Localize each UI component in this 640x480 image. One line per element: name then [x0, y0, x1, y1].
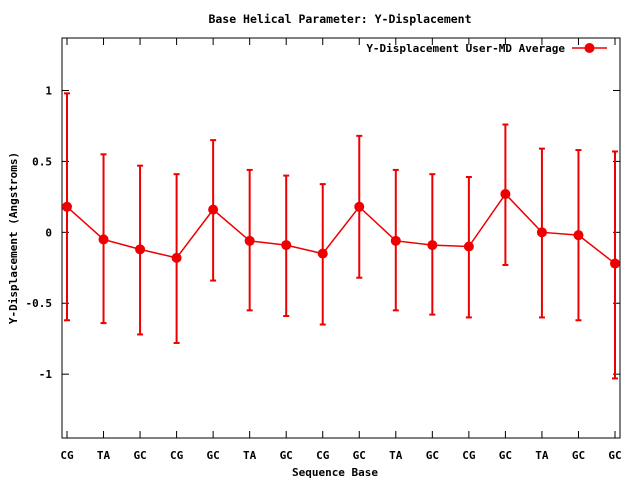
- x-tick-label: CG: [60, 449, 74, 462]
- legend: Y-Displacement User-MD Average: [366, 42, 607, 55]
- y-tick-label: -0.5: [26, 297, 53, 310]
- y-axis: -1 -0.5 0 0.5 1: [26, 84, 620, 381]
- x-tick-label: GC: [280, 449, 293, 462]
- plot-frame: [61, 37, 621, 439]
- x-tick-label: GC: [133, 449, 146, 462]
- data-points: [62, 189, 620, 269]
- y-tick-label: 0: [45, 226, 52, 239]
- data-point: [500, 189, 511, 200]
- x-tick-label: TA: [243, 449, 257, 462]
- x-tick-label: GC: [572, 449, 585, 462]
- y-tick-label: -1: [39, 368, 53, 381]
- x-tick-label: TA: [97, 449, 111, 462]
- chart-title: Base Helical Parameter: Y-Displacement: [208, 12, 471, 26]
- error-bars: [64, 92, 618, 380]
- x-tick-label: GC: [499, 449, 512, 462]
- data-point: [135, 244, 146, 255]
- x-axis-label: Sequence Base: [292, 466, 378, 479]
- data-point: [317, 248, 328, 259]
- data-point: [390, 235, 401, 246]
- x-tick-label: GC: [207, 449, 220, 462]
- data-point: [536, 227, 547, 238]
- data-point: [244, 235, 255, 246]
- legend-label: Y-Displacement User-MD Average: [366, 42, 565, 55]
- y-tick-label: 0.5: [32, 155, 52, 168]
- x-tick-label: GC: [353, 449, 366, 462]
- x-tick-label: GC: [426, 449, 439, 462]
- x-tick-label: CG: [462, 449, 476, 462]
- data-point: [463, 241, 474, 252]
- data-point: [610, 258, 620, 269]
- x-tick-label: TA: [535, 449, 549, 462]
- legend-marker: [584, 43, 595, 53]
- data-point: [281, 240, 292, 251]
- x-tick-label: CG: [316, 449, 330, 462]
- data-point: [208, 204, 219, 215]
- x-axis: CG TA GC CG GC TA GC CG GC TA GC CG GC TA GC GC: [60, 38, 622, 462]
- y-tick-label: 1: [45, 84, 52, 97]
- data-point: [171, 252, 182, 263]
- data-point: [573, 230, 584, 241]
- data-point: [62, 201, 72, 212]
- x-tick-label: GC: [608, 449, 621, 462]
- series-line: [66, 192, 616, 265]
- data-point: [98, 234, 109, 245]
- x-tick-label: CG: [170, 449, 184, 462]
- y-axis-label: Y-Displacement (Angstroms): [7, 152, 20, 324]
- data-point: [427, 240, 438, 251]
- x-tick-label: TA: [389, 449, 403, 462]
- data-point: [354, 201, 365, 212]
